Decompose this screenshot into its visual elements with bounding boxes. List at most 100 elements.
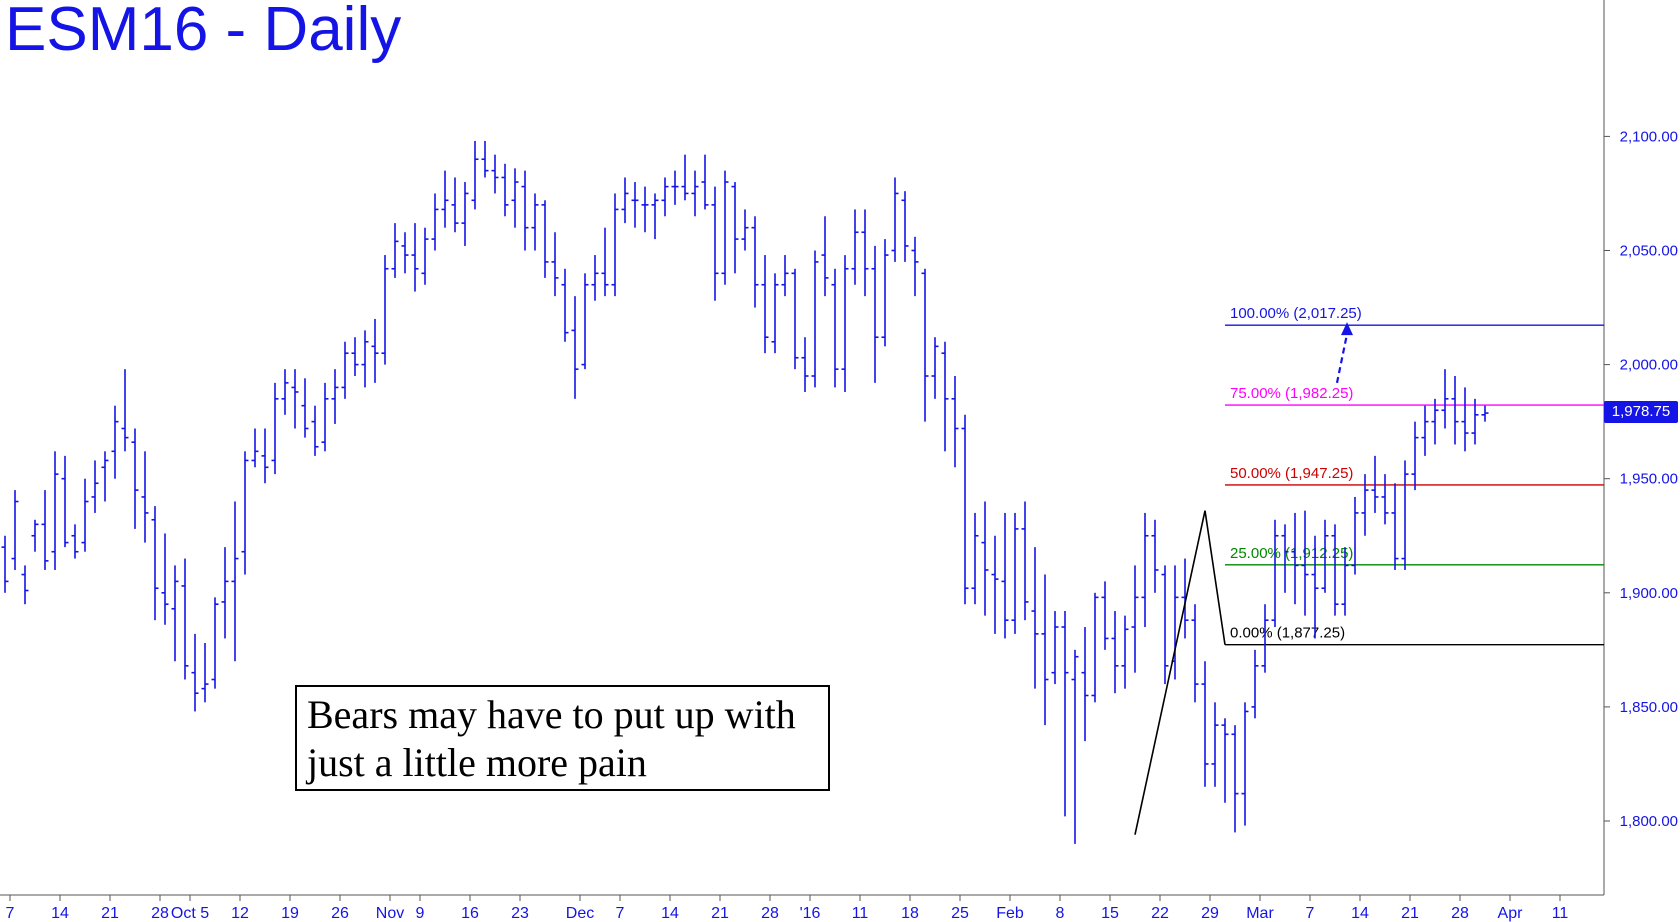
price-bar bbox=[1, 535, 9, 593]
price-bar bbox=[141, 451, 149, 543]
price-bar bbox=[1131, 565, 1139, 673]
annotation-box: Bears may have to put up with just a lit… bbox=[295, 685, 830, 791]
annotation-line-2: just a little more pain bbox=[307, 740, 647, 785]
x-tick-label: 21 bbox=[1401, 905, 1419, 922]
x-tick-label: 18 bbox=[901, 905, 919, 922]
y-axis: 2,100.00 2,050.00 2,000.00 1,950.00 1,900.00… bbox=[1604, 128, 1678, 830]
price-bar bbox=[641, 186, 649, 233]
x-tick-label: 14 bbox=[1351, 905, 1369, 922]
x-axis: 7 14 21 28 Oct 5 12 19 26 Nov 9 16 23 Dec 7 14 21 28'16 1… bbox=[6, 895, 1568, 922]
fib-level-label: 100.00% (2,017.25) bbox=[1230, 305, 1362, 322]
price-bar bbox=[1401, 460, 1409, 570]
price-bar bbox=[1151, 519, 1159, 593]
price-bar bbox=[631, 182, 639, 228]
price-bar bbox=[781, 255, 789, 297]
price-bar bbox=[1031, 547, 1039, 689]
price-bar bbox=[1211, 702, 1219, 787]
price-bar bbox=[61, 455, 69, 548]
x-tick-label: 7 bbox=[1306, 905, 1315, 922]
x-tick-label: 28 bbox=[151, 905, 169, 922]
price-bar bbox=[1351, 496, 1359, 575]
x-tick-label: 21 bbox=[711, 905, 729, 922]
price-bar bbox=[1221, 718, 1229, 803]
price-bar bbox=[101, 451, 109, 502]
price-bar bbox=[1451, 376, 1459, 445]
price-bar bbox=[561, 268, 569, 342]
y-tick-label: 1,900.00 bbox=[1620, 585, 1678, 602]
price-bar bbox=[831, 268, 839, 388]
price-bar bbox=[671, 170, 679, 205]
abc-pattern bbox=[1134, 322, 1353, 835]
price-bar bbox=[371, 318, 379, 383]
x-tick-label: 29 bbox=[1201, 905, 1219, 922]
price-bar bbox=[1391, 483, 1399, 570]
price-bar bbox=[41, 490, 49, 570]
price-bar bbox=[471, 140, 479, 210]
price-bar bbox=[81, 478, 89, 552]
price-bar bbox=[121, 369, 129, 452]
price-bar bbox=[1091, 592, 1099, 703]
price-bar bbox=[1231, 725, 1239, 833]
price-bar bbox=[1261, 604, 1269, 673]
x-tick-label: 23 bbox=[511, 905, 529, 922]
price-bar bbox=[1181, 558, 1189, 639]
x-tick-label: Apr bbox=[1498, 905, 1524, 922]
price-bar bbox=[1201, 661, 1209, 787]
price-bar bbox=[851, 209, 859, 285]
y-tick-label: 2,100.00 bbox=[1620, 128, 1678, 145]
price-bar bbox=[871, 245, 879, 383]
price-bar bbox=[261, 428, 269, 484]
price-bar bbox=[91, 460, 99, 513]
price-bar bbox=[321, 382, 329, 452]
price-bar bbox=[681, 154, 689, 201]
price-bar bbox=[191, 633, 199, 712]
price-bar bbox=[1361, 474, 1369, 536]
price-bar bbox=[1291, 512, 1299, 605]
price-bar bbox=[801, 337, 809, 392]
price-bar bbox=[171, 565, 179, 662]
price-bar bbox=[931, 337, 939, 399]
x-tick-label: Mar bbox=[1246, 905, 1274, 922]
price-bar bbox=[351, 337, 359, 377]
price-bar bbox=[1011, 512, 1019, 634]
x-tick-label: Feb bbox=[996, 905, 1024, 922]
price-bar bbox=[451, 177, 459, 233]
price-bar bbox=[1411, 421, 1419, 491]
price-bar bbox=[901, 191, 909, 262]
price-bar bbox=[771, 273, 779, 354]
x-tick-label: '16 bbox=[800, 905, 821, 922]
price-bar bbox=[711, 186, 719, 301]
price-bar bbox=[481, 140, 489, 178]
x-tick-label: 21 bbox=[101, 905, 119, 922]
price-bar bbox=[891, 177, 899, 262]
price-bar bbox=[731, 182, 739, 274]
price-bar bbox=[691, 170, 699, 217]
x-tick-label: 12 bbox=[231, 905, 249, 922]
price-bar bbox=[401, 232, 409, 274]
price-bar bbox=[811, 250, 819, 388]
x-tick-label: 19 bbox=[281, 905, 299, 922]
fib-level-label: 75.00% (1,982.25) bbox=[1230, 385, 1353, 402]
price-bar bbox=[571, 296, 579, 399]
price-bar bbox=[1021, 501, 1029, 621]
price-bar bbox=[701, 154, 709, 210]
price-bar bbox=[241, 451, 249, 575]
price-bar bbox=[221, 547, 229, 639]
price-bar bbox=[21, 565, 29, 605]
price-bar bbox=[1481, 405, 1489, 422]
price-bar bbox=[1271, 519, 1279, 628]
annotation-line-1: Bears may have to put up with bbox=[307, 692, 796, 737]
price-bar bbox=[1441, 369, 1449, 429]
price-bar bbox=[211, 597, 219, 689]
price-bar bbox=[541, 200, 549, 278]
price-bar bbox=[791, 268, 799, 370]
price-bar bbox=[31, 519, 39, 552]
price-bar bbox=[511, 168, 519, 228]
price-bar bbox=[591, 255, 599, 301]
x-tick-label: Dec bbox=[566, 905, 594, 922]
price-bar bbox=[1241, 702, 1249, 826]
price-bar bbox=[131, 428, 139, 529]
price-bar bbox=[461, 182, 469, 246]
price-bar bbox=[111, 405, 119, 479]
